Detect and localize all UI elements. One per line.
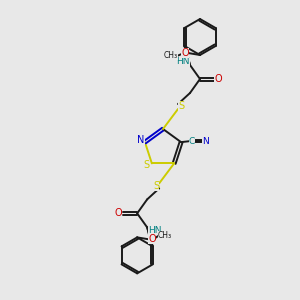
Text: N: N — [137, 135, 145, 145]
Text: O: O — [181, 48, 189, 58]
Text: S: S — [153, 182, 159, 191]
Text: S: S — [144, 160, 150, 170]
Text: O: O — [114, 208, 122, 218]
Text: CH₃: CH₃ — [158, 231, 172, 240]
Text: HN: HN — [176, 58, 190, 67]
Text: S: S — [178, 101, 184, 111]
Text: N: N — [202, 136, 208, 146]
Text: O: O — [214, 74, 222, 84]
Text: C: C — [189, 136, 195, 146]
Text: HN: HN — [148, 226, 162, 235]
Text: O: O — [148, 234, 156, 244]
Text: CH₃: CH₃ — [164, 50, 178, 59]
